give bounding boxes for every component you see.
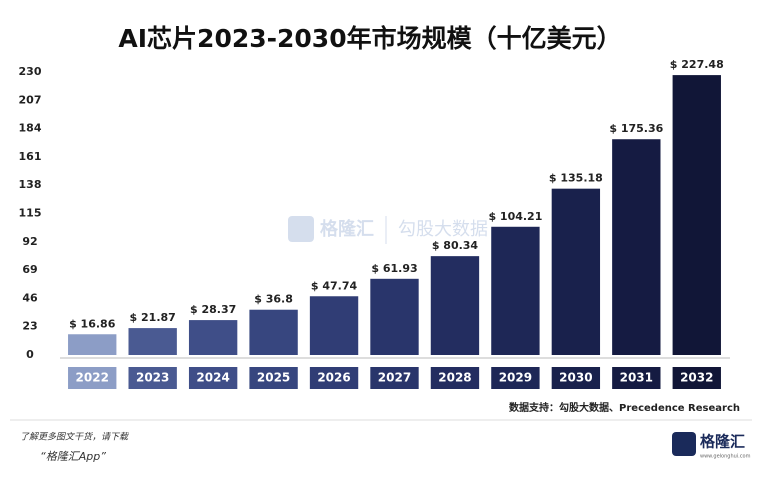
x-tick-label: 2025 — [257, 371, 290, 385]
category-box — [188, 367, 238, 389]
y-tick-label: 0 — [26, 348, 34, 361]
category-box — [370, 367, 419, 389]
category-box — [672, 367, 721, 389]
x-tick-label: 2022 — [76, 371, 109, 385]
y-tick-label: 184 — [19, 122, 42, 135]
chart-title: AI芯片2023-2030年市场规模（十亿美元） — [118, 24, 621, 53]
x-tick-label: 2032 — [680, 371, 713, 385]
bar — [672, 75, 721, 355]
value-label: $ 61.93 — [371, 262, 417, 275]
value-label: $ 227.48 — [670, 58, 724, 71]
value-label: $ 16.86 — [69, 317, 116, 330]
y-tick-label: 92 — [22, 235, 37, 248]
value-label: $ 104.21 — [488, 210, 542, 223]
bar — [612, 139, 661, 355]
watermark-icon — [288, 216, 314, 242]
category-box — [68, 367, 117, 389]
watermark-brand: 格隆汇 — [320, 218, 374, 240]
y-tick-label: 138 — [19, 178, 42, 191]
x-tick-label: 2023 — [136, 371, 169, 385]
value-label: $ 175.36 — [609, 122, 663, 135]
y-tick-label: 115 — [19, 207, 42, 220]
x-tick-label: 2031 — [620, 371, 653, 385]
bar — [430, 256, 480, 355]
bar — [68, 334, 117, 355]
bar — [309, 296, 359, 355]
x-tick-label: 2028 — [438, 371, 471, 385]
bar — [370, 278, 419, 355]
category-box — [128, 367, 177, 389]
bar — [188, 320, 238, 355]
x-tick-label: 2027 — [378, 371, 411, 385]
y-tick-label: 23 — [22, 320, 37, 333]
watermark: 格隆汇 勾股大数据 — [288, 216, 488, 244]
y-tick-label: 161 — [19, 150, 42, 163]
value-label: $ 135.18 — [549, 172, 603, 185]
x-tick-label: 2026 — [317, 371, 350, 385]
value-label: $ 47.74 — [311, 279, 358, 292]
category-box — [551, 367, 601, 389]
category-box — [430, 367, 480, 389]
bar — [128, 328, 177, 355]
watermark-partner: 勾股大数据 — [398, 219, 488, 240]
category-box — [309, 367, 359, 389]
category-box — [249, 367, 298, 389]
value-label: $ 28.37 — [190, 303, 236, 316]
y-tick-label: 69 — [22, 263, 37, 276]
y-tick-label: 207 — [19, 93, 42, 106]
x-tick-label: 2024 — [196, 371, 229, 385]
bar — [551, 188, 601, 355]
x-tick-label: 2030 — [559, 371, 592, 385]
logo-url: www.gelonghui.com — [700, 454, 751, 460]
y-tick-label: 230 — [19, 65, 42, 78]
footer-line1: 了解更多图文干货，请下载 — [20, 432, 129, 443]
footer-line2: “格隆汇App” — [40, 450, 106, 463]
logo-icon — [672, 432, 696, 456]
category-box — [491, 367, 540, 389]
bar — [491, 226, 540, 355]
value-label: $ 80.34 — [432, 239, 479, 252]
logo-name: 格隆汇 — [700, 433, 745, 451]
source: 数据支持：勾股大数据、Precedence Research — [509, 401, 740, 414]
value-label: $ 21.87 — [130, 311, 176, 324]
category-box — [612, 367, 661, 389]
x-tick-label: 2029 — [499, 371, 532, 385]
bar — [249, 309, 298, 355]
y-tick-label: 46 — [22, 291, 38, 304]
value-label: $ 36.8 — [254, 293, 293, 306]
